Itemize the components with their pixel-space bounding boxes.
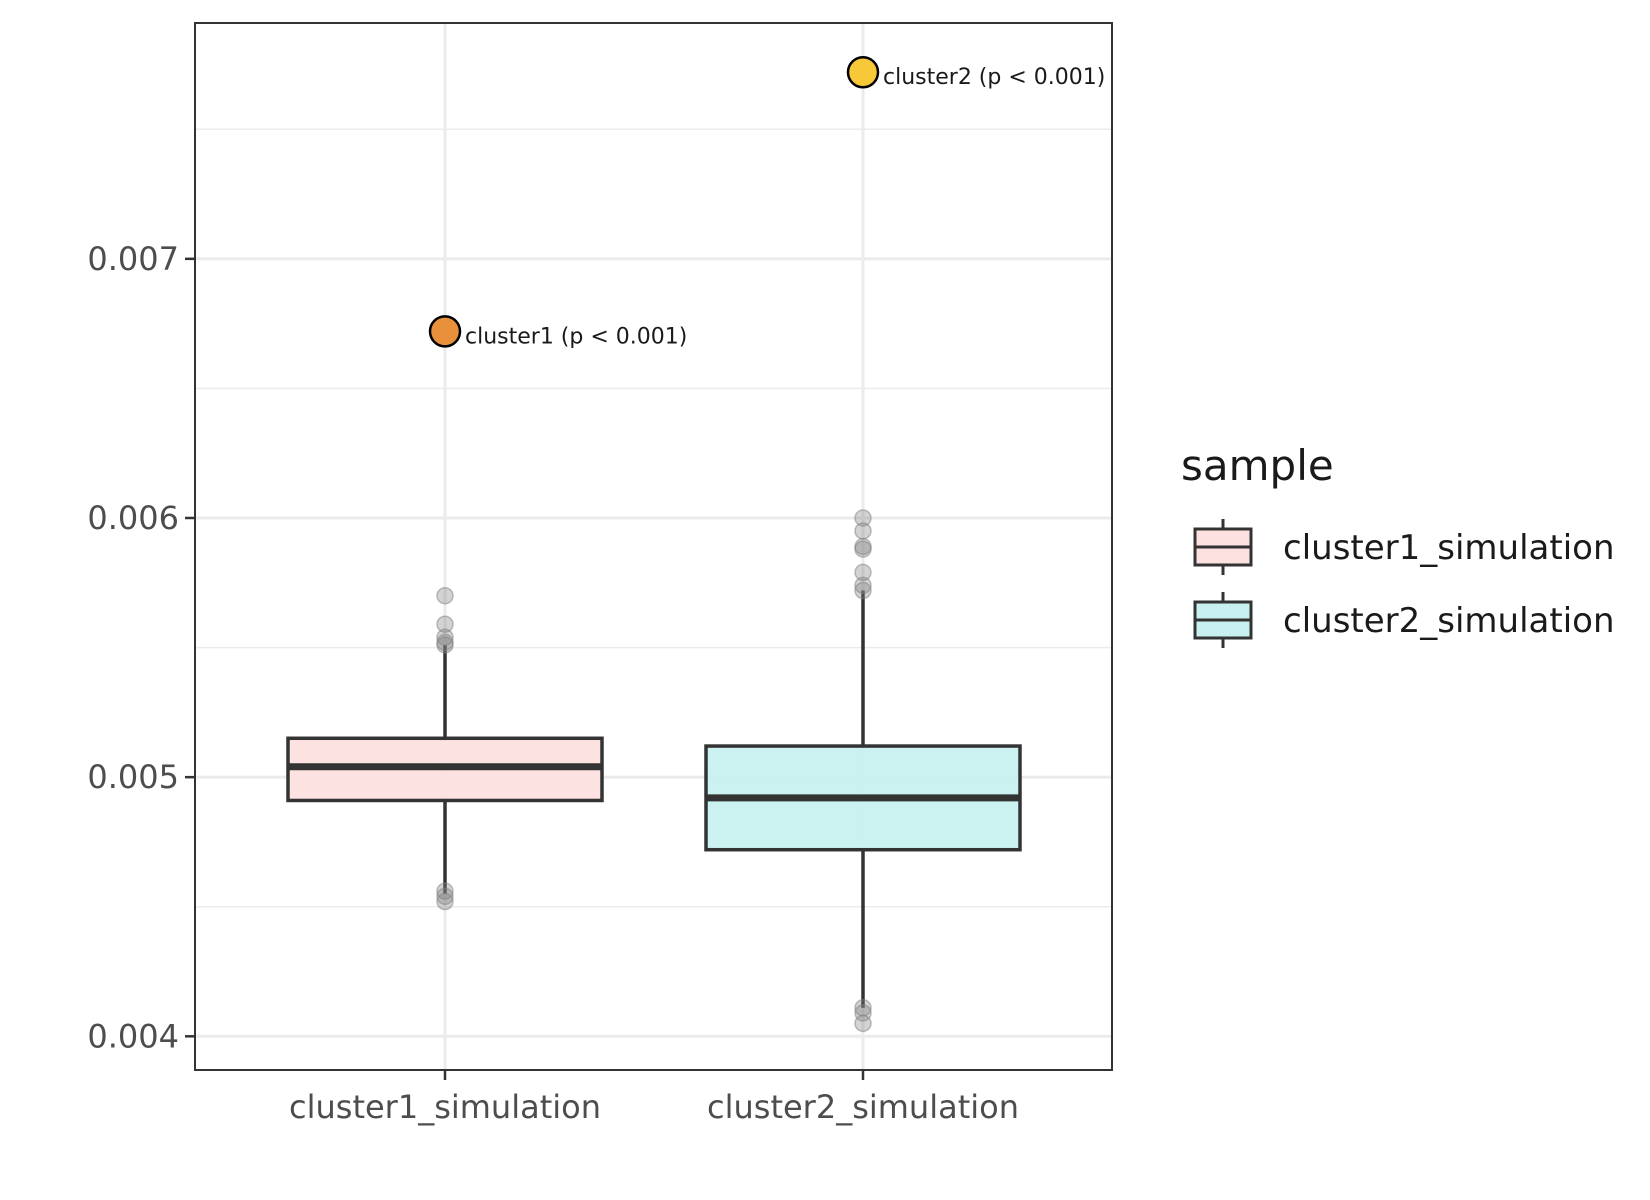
outlier-point [854, 576, 872, 595]
outlier-point [436, 887, 454, 906]
outlier-point [436, 636, 454, 654]
x-tick-label: cluster1_simulation [289, 1088, 601, 1126]
legend-item: cluster2_simulation [1193, 592, 1615, 648]
legend: sample cluster1_simulation cluster2_simul… [1181, 441, 1615, 648]
grid-minor [195, 128, 1112, 908]
box-layer [286, 509, 1022, 1033]
outlier-point [436, 892, 454, 911]
outlier-point [854, 581, 872, 600]
legend-title: sample [1181, 441, 1334, 490]
observed-point [428, 315, 462, 348]
outlier-point [436, 615, 454, 633]
x-axis: cluster1_simulation cluster2_simulation [289, 1070, 1019, 1126]
y-tick-label: 0.007 [87, 240, 179, 278]
y-tick-label: 0.004 [87, 1017, 179, 1055]
observed-layer: cluster1 (p < 0.001) cluster2 (p < 0.001) [428, 55, 1105, 349]
y-tick-label: 0.005 [87, 758, 179, 796]
x-tick-label: cluster2_simulation [707, 1088, 1019, 1126]
outlier-point [436, 586, 454, 605]
legend-label: cluster2_simulation [1283, 601, 1615, 641]
y-tick-label: 0.006 [87, 499, 179, 537]
outlier-point [854, 1014, 872, 1033]
outlier-point [854, 522, 872, 540]
legend-item: cluster1_simulation [1193, 519, 1615, 575]
panel-border [194, 22, 1113, 1071]
panel-background [195, 23, 1112, 1070]
box-cluster2_simulation [704, 509, 1022, 1033]
observed-label: cluster2 (p < 0.001) [883, 65, 1105, 90]
legend-label: cluster1_simulation [1283, 528, 1615, 568]
outlier-point [854, 509, 872, 527]
outlier-point [854, 563, 872, 582]
observed-point [846, 55, 880, 89]
observed-label: cluster1 (p < 0.001) [465, 324, 687, 349]
outlier-point [854, 540, 872, 558]
box-cluster1_simulation [286, 586, 604, 911]
y-axis: 0.004 0.005 0.006 0.007 [87, 240, 195, 1055]
